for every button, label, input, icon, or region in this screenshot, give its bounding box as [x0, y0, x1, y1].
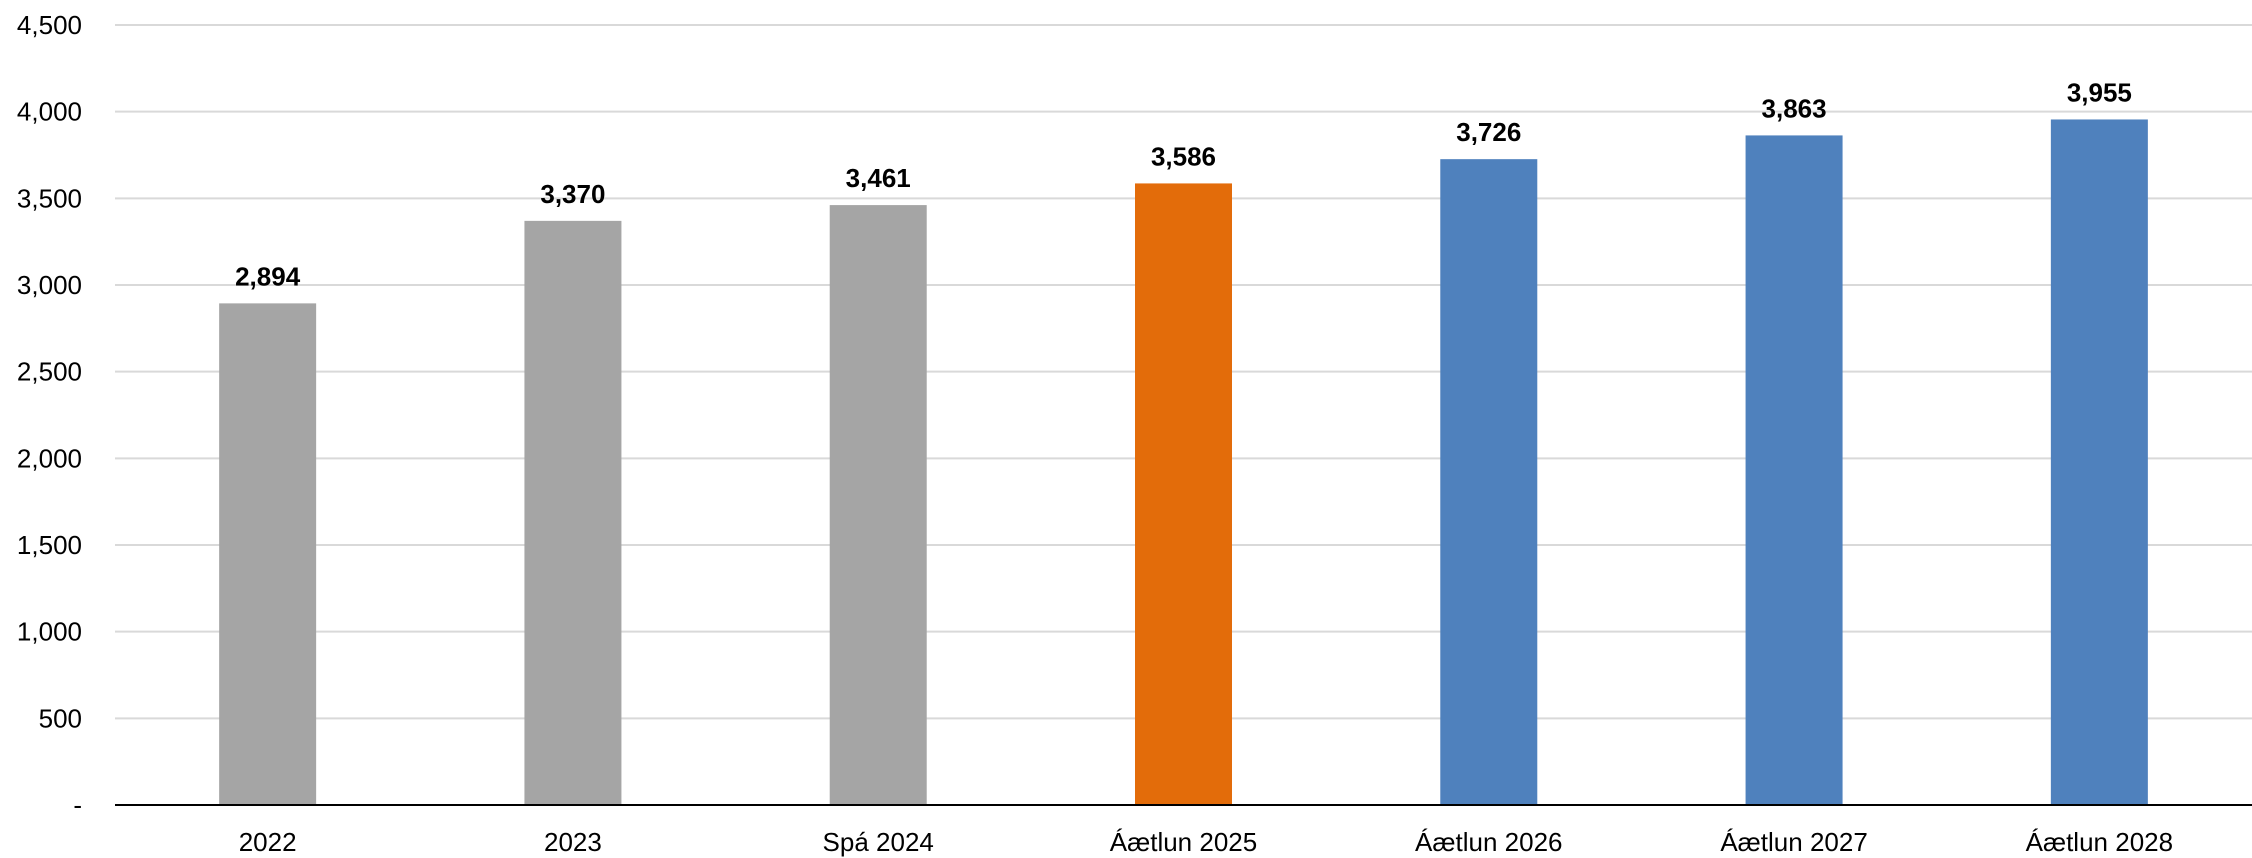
- bar: [524, 220, 622, 805]
- bar: [1135, 183, 1232, 806]
- data-labels: 2,894 3,370 3,461 3,586 3,726 3,863 3,955: [235, 77, 2132, 291]
- data-label: 3,863: [1762, 93, 1827, 123]
- x-category-label: 2023: [544, 827, 602, 857]
- data-label: 3,370: [540, 179, 605, 209]
- bar: [1440, 159, 1538, 805]
- y-tick-label: 2,000: [17, 443, 82, 473]
- y-tick-label: 4,500: [17, 10, 82, 40]
- x-category-label: Spá 2024: [823, 827, 934, 857]
- y-tick-label: -: [73, 790, 82, 820]
- y-tick-label: 500: [39, 703, 82, 733]
- bar: [829, 205, 927, 806]
- x-category-label: Áætlun 2027: [1720, 827, 1867, 857]
- y-axis-tick-labels: - 500 1,000 1,500 2,000 2,500 3,000 3,500 4,000 4…: [17, 10, 82, 820]
- bar: [2050, 119, 2148, 805]
- data-label: 3,726: [1456, 117, 1521, 147]
- bar: [1745, 135, 1843, 805]
- y-tick-label: 4,000: [17, 97, 82, 127]
- data-label: 3,955: [2067, 77, 2132, 107]
- y-tick-label: 3,000: [17, 270, 82, 300]
- data-label: 2,894: [235, 261, 301, 291]
- bars: [219, 119, 2148, 806]
- x-category-label: Áætlun 2025: [1110, 827, 1257, 857]
- x-axis-category-labels: 2022 2023 Spá 2024 Áætlun 2025 Áætlun 2026 Áæ…: [239, 827, 2173, 857]
- x-category-label: Áætlun 2028: [2026, 827, 2173, 857]
- bar: [219, 303, 317, 805]
- data-label: 3,586: [1151, 141, 1216, 171]
- y-tick-label: 2,500: [17, 357, 82, 387]
- y-tick-label: 3,500: [17, 183, 82, 213]
- x-category-label: 2022: [239, 827, 297, 857]
- x-category-label: Áætlun 2026: [1415, 827, 1562, 857]
- data-label: 3,461: [846, 163, 911, 193]
- y-tick-label: 1,000: [17, 617, 82, 647]
- y-tick-label: 1,500: [17, 530, 82, 560]
